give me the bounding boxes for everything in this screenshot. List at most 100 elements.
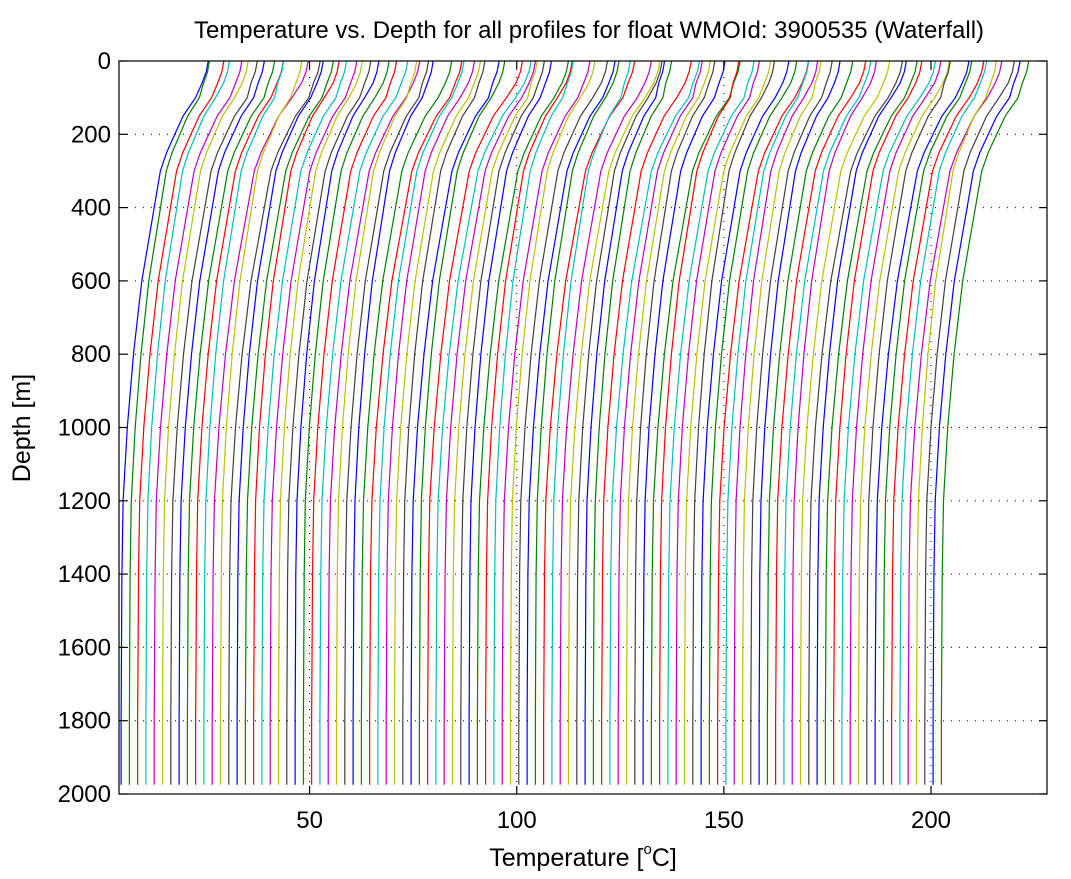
- profile-line: [476, 60, 569, 785]
- profile-line: [617, 60, 703, 785]
- profile-line: [708, 60, 798, 785]
- y-tick-label: 800: [71, 341, 111, 368]
- x-axis-label: Temperature [oC]: [489, 841, 677, 872]
- profile-line: [750, 60, 833, 785]
- y-tick-label: 1000: [58, 415, 111, 442]
- profile-line: [600, 60, 692, 785]
- profile-line: [518, 60, 609, 785]
- profile-line: [907, 60, 1003, 785]
- profile-line: [451, 60, 538, 785]
- profile-line: [567, 60, 661, 785]
- profile-line: [832, 60, 923, 785]
- profile-line: [393, 60, 481, 785]
- profile-line: [385, 60, 476, 785]
- profile-line: [294, 60, 380, 785]
- profile-line: [427, 60, 524, 785]
- profile-line: [145, 60, 230, 785]
- profile-line: [642, 60, 726, 785]
- profile-line: [849, 60, 942, 785]
- x-tick-label: 200: [911, 807, 951, 834]
- profile-line: [286, 60, 372, 785]
- profile-line: [410, 60, 500, 785]
- profile-line: [161, 60, 249, 785]
- profile-line: [170, 60, 258, 785]
- profile-line: [236, 60, 324, 785]
- profile-line: [741, 60, 822, 785]
- profile-line: [841, 60, 937, 785]
- profile-line: [733, 60, 819, 785]
- profile-line: [824, 60, 918, 785]
- profile-line: [559, 60, 652, 785]
- profile-line: [526, 60, 616, 785]
- profile-line: [791, 60, 877, 785]
- chart-title: Temperature vs. Depth for all profiles f…: [194, 17, 984, 44]
- profile-line: [501, 60, 591, 785]
- profile-line: [418, 60, 506, 785]
- profile-line: [899, 60, 988, 785]
- profile-line: [352, 60, 434, 785]
- profile-line: [609, 60, 701, 785]
- profile-line: [178, 60, 265, 785]
- y-tick-label: 600: [71, 268, 111, 295]
- profile-line: [816, 60, 907, 785]
- profile-line: [625, 60, 711, 785]
- profile-line: [650, 60, 741, 785]
- profile-line: [402, 60, 486, 785]
- profile-line: [311, 60, 398, 785]
- y-axis-label: Depth [m]: [8, 374, 36, 482]
- profile-line: [940, 60, 1030, 785]
- profile-line: [542, 60, 636, 785]
- x-tick-label: 150: [704, 807, 744, 834]
- profile-line: [576, 60, 663, 785]
- profile-line: [932, 60, 1021, 785]
- profile-line: [244, 60, 334, 785]
- profile-line: [634, 60, 716, 785]
- profile-line: [228, 60, 321, 785]
- profile-line: [203, 60, 285, 785]
- profile-line: [551, 60, 631, 785]
- y-tick-label: 1400: [58, 561, 111, 588]
- profile-line: [725, 60, 810, 785]
- profile-line: [344, 60, 430, 785]
- profile-line: [890, 60, 985, 785]
- profile-line: [866, 60, 951, 785]
- profile-line: [667, 60, 755, 785]
- profile-line: [799, 60, 891, 785]
- profile-line: [335, 60, 418, 785]
- profile-line: [774, 60, 867, 785]
- profile-line: [534, 60, 620, 785]
- profile-line: [584, 60, 666, 785]
- profile-line: [269, 60, 358, 785]
- profile-line: [195, 60, 284, 785]
- profile-line: [857, 60, 950, 785]
- profile-line: [302, 60, 390, 785]
- profile-line: [758, 60, 841, 785]
- profile-line: [369, 60, 463, 785]
- y-tick-label: 400: [71, 195, 111, 222]
- profile-line: [783, 60, 872, 785]
- profile-line: [327, 60, 421, 785]
- profile-line: [186, 60, 276, 785]
- profile-line: [700, 60, 790, 785]
- profile-line: [211, 60, 309, 785]
- y-tick-label: 1800: [58, 708, 111, 735]
- profile-line: [319, 60, 409, 785]
- profile-line: [658, 60, 740, 785]
- profile-line: [137, 60, 225, 785]
- profile-line: [128, 60, 210, 785]
- profile-line: [468, 60, 552, 785]
- profile-line: [435, 60, 532, 785]
- profile-line: [493, 60, 574, 785]
- profile-line: [485, 60, 573, 785]
- profile-line: [915, 60, 997, 785]
- profile-line: [766, 60, 854, 785]
- profile-line: [443, 60, 537, 785]
- profile-lines: [120, 60, 1030, 785]
- y-tick-label: 1200: [58, 488, 111, 515]
- profile-line: [882, 60, 973, 785]
- profile-line: [120, 60, 209, 785]
- y-tick-label: 1600: [58, 634, 111, 661]
- profile-line: [219, 60, 303, 785]
- profile-line: [924, 60, 1015, 785]
